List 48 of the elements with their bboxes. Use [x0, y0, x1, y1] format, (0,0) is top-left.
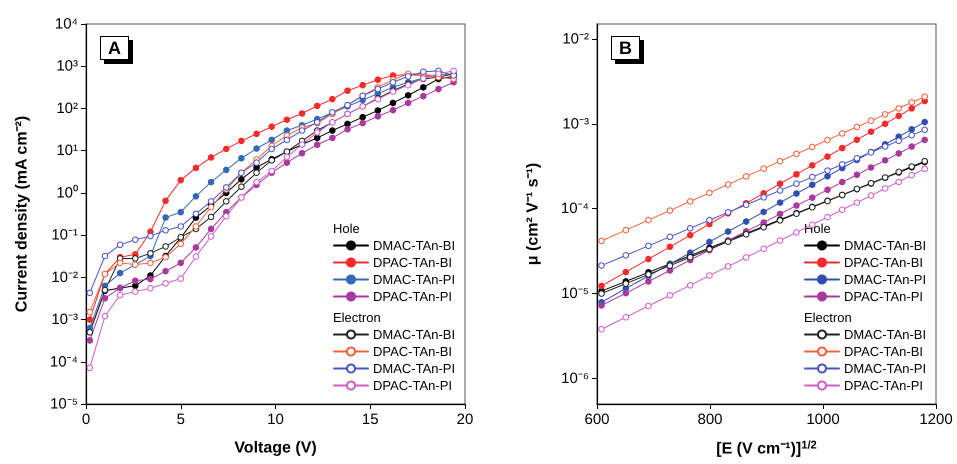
y-axis-title: Current density (mA cm⁻²): [14, 116, 30, 312]
x-tick-label: 600: [584, 411, 610, 428]
legend-label: DPAC-TAn-PI: [844, 289, 923, 304]
legend-label: DMAC-TAn-PI: [844, 272, 926, 287]
legend-label: DMAC-TAn-BI: [373, 238, 456, 253]
x-tick-label: 0: [82, 411, 90, 428]
text: B: [619, 38, 632, 58]
legend-label: DMAC-TAn-PI: [373, 361, 456, 376]
text: A: [108, 38, 121, 58]
x-tick-label: 5: [176, 411, 185, 428]
x-tick-label: 15: [362, 411, 379, 428]
legend-label: DPAC-TAn-BI: [844, 255, 923, 270]
y-tick-label: 10⁻³: [51, 311, 78, 328]
x-axis-title: Voltage (V): [234, 440, 317, 456]
y-tick-label: 10⁻⁵: [50, 396, 78, 412]
x-tick-label: 1000: [806, 411, 840, 428]
legend-label: DPAC-TAn-BI: [373, 255, 452, 270]
x-tick-label: 800: [697, 411, 723, 428]
y-axis-title: μ (cm² V⁻¹ s⁻¹): [524, 162, 542, 266]
y-tick-label: 10⁻⁵: [561, 285, 589, 302]
y-tick-label: 10⁻⁶: [561, 370, 589, 387]
x-tick-label: 10: [267, 411, 284, 428]
legend-label: DMAC-TAn-BI: [844, 327, 926, 342]
legend-label: DPAC-TAn-PI: [844, 378, 923, 393]
legend-label: DMAC-TAn-PI: [373, 272, 456, 287]
annotation: Hole: [333, 221, 360, 236]
y-tick-label: 10⁻¹: [51, 226, 78, 244]
legend-label: DPAC-TAn-BI: [844, 344, 923, 359]
y-tick-label: 10⁻⁴: [560, 200, 589, 218]
y-tick-label: 10⁻²: [51, 268, 78, 286]
x-tick-label: 1200: [919, 411, 953, 428]
y-tick-label: 10⁻⁴: [50, 353, 78, 370]
y-tick-label: 10²: [56, 100, 78, 117]
y-tick-label: 10⁴: [54, 16, 78, 32]
y-tick-label: 10³: [56, 58, 78, 75]
legend-label: DPAC-TAn-PI: [373, 289, 452, 304]
y-tick-label: 10¹: [56, 142, 78, 160]
legend-label: DMAC-TAn-BI: [844, 238, 926, 253]
legend-label: DMAC-TAn-BI: [373, 327, 456, 342]
legend-label: DPAC-TAn-BI: [373, 344, 452, 359]
legend-label: DMAC-TAn-PI: [844, 361, 926, 376]
annotation: Electron: [333, 310, 381, 325]
annotation: Electron: [804, 310, 852, 325]
y-tick-label: 10⁻³: [562, 115, 589, 132]
x-tick-label: 20: [456, 411, 474, 428]
y-tick-label: 10⁻²: [562, 30, 589, 48]
legend-label: DPAC-TAn-PI: [373, 378, 452, 393]
y-tick-label: 10⁰: [56, 184, 78, 202]
